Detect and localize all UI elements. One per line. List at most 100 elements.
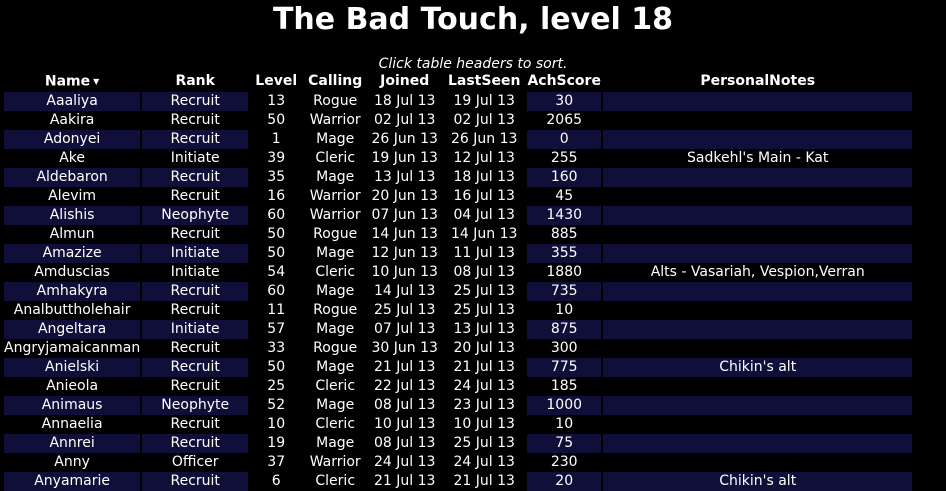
cell-achscore: 300 — [550, 339, 578, 356]
table-body: Aaaliya Recruit 13 Rogue 18 Jul 13 19 Jul 13 3… — [4, 91, 913, 491]
cell-name: Analbuttholehair — [13, 301, 131, 318]
cell-name: Annaelia — [41, 415, 103, 432]
cell-lastseen: 14 Jun 13 — [451, 225, 518, 242]
cell-rank: Recruit — [170, 301, 220, 318]
cell-rank: Neophyte — [142, 395, 249, 415]
table-row: Almun Recruit 50 Rogue 14 Jun 13 14 Jun 13 885 — [4, 225, 912, 244]
cell-achscore: 185 — [550, 377, 578, 394]
cell-joined: 07 Jun 13 — [371, 206, 438, 223]
cell-name: Amhakyra — [4, 281, 141, 301]
cell-personalnotes — [603, 187, 912, 206]
column-header-level[interactable]: Level — [255, 73, 298, 90]
column-header-personalnotes[interactable]: PersonalNotes — [700, 73, 816, 90]
cell-level: 1 — [271, 130, 281, 147]
cell-achscore: 10 — [555, 301, 574, 318]
cell-personalnotes — [603, 301, 912, 320]
cell-level: 35 — [267, 168, 286, 185]
table-row: Ake Initiate 39 Cleric 19 Jun 13 12 Jul 13 255… — [4, 149, 912, 168]
table-row: Angeltara Initiate 57 Mage 07 Jul 13 13 Jul 1… — [4, 319, 913, 339]
cell-personalnotes — [603, 453, 912, 472]
cell-lastseen: 21 Jul 13 — [453, 472, 515, 489]
cell-level: 13 — [267, 92, 286, 109]
table-row: Aakira Recruit 50 Warrior 02 Jul 13 02 Jul 13… — [4, 111, 912, 130]
cell-lastseen: 25 Jul 13 — [453, 282, 515, 299]
cell-joined: 14 Jul 13 — [373, 282, 436, 299]
cell-achscore: 255 — [550, 149, 578, 166]
cell-personalnotes — [603, 205, 913, 225]
cell-calling: Mage — [316, 358, 355, 375]
cell-rank: Officer — [171, 453, 219, 470]
cell-lastseen: 16 Jul 13 — [453, 187, 515, 204]
cell-calling: Mage — [316, 244, 355, 261]
table-row: Amazize Initiate 50 Mage 12 Jun 13 11 Jul 13 3… — [4, 243, 913, 263]
cell-name: Amduscias — [34, 263, 110, 280]
cell-rank: Initiate — [170, 263, 220, 280]
cell-personalnotes — [603, 339, 912, 358]
cell-personalnotes: Alts - Vasariah, Vespion,Verran — [650, 263, 865, 280]
cell-rank: Recruit — [170, 111, 220, 128]
column-header-calling[interactable]: Calling — [308, 73, 363, 90]
cell-joined: 10 Jun 13 — [371, 263, 438, 280]
cell-name: Anieola — [46, 377, 99, 394]
cell-rank: Recruit — [142, 433, 249, 453]
cell-calling: Mage — [316, 168, 355, 185]
cell-achscore: 735 — [527, 281, 602, 301]
table-row: Annrei Recruit 19 Mage 08 Jul 13 25 Jul 13 75 — [4, 433, 913, 453]
cell-level: 52 — [267, 396, 286, 413]
cell-joined: 21 Jul 13 — [373, 472, 436, 489]
cell-joined: 08 Jul 13 — [373, 396, 436, 413]
cell-joined: 14 Jun 13 — [371, 225, 438, 242]
cell-joined: 25 Jul 13 — [373, 301, 436, 318]
cell-lastseen: 02 Jul 13 — [453, 111, 515, 128]
table-row: Adonyei Recruit 1 Mage 26 Jun 13 26 Jun 13 0 — [4, 129, 913, 149]
cell-calling: Cleric — [315, 415, 356, 432]
cell-level: 54 — [267, 263, 286, 280]
page-title: The Bad Touch, level 18 — [272, 2, 674, 37]
cell-lastseen: 23 Jul 13 — [453, 396, 515, 413]
cell-lastseen: 10 Jul 13 — [453, 415, 515, 432]
guild-roster-table: Name ▼ Rank Level Calling Joined LastSeen… — [2, 72, 914, 491]
cell-personalnotes — [603, 129, 913, 149]
cell-achscore: 20 — [527, 471, 602, 491]
cell-achscore: 355 — [527, 243, 602, 263]
cell-calling: Warrior — [309, 111, 361, 128]
cell-rank: Initiate — [170, 149, 220, 166]
cell-rank: Recruit — [170, 377, 220, 394]
cell-personalnotes — [603, 225, 912, 244]
cell-calling: Rogue — [313, 301, 358, 318]
column-header-name[interactable]: Name ▼ — [4, 72, 140, 92]
column-header-achscore[interactable]: AchScore — [527, 73, 601, 90]
table-row: Anieola Recruit 25 Cleric 22 Jul 13 24 Jul 13… — [4, 377, 912, 396]
cell-level: 10 — [267, 415, 286, 432]
table-row: Anielski Recruit 50 Mage 21 Jul 13 21 Jul 13 7… — [4, 357, 913, 377]
cell-personalnotes — [603, 433, 913, 453]
cell-achscore: 775 — [527, 357, 602, 377]
cell-calling: Mage — [316, 282, 355, 299]
cell-name: Aaaliya — [4, 91, 141, 111]
table-row: Amhakyra Recruit 60 Mage 14 Jul 13 25 Jul 13 7… — [4, 281, 913, 301]
cell-level: 57 — [267, 320, 286, 337]
cell-level: 25 — [267, 377, 286, 394]
cell-name: Angeltara — [4, 319, 141, 339]
cell-calling: Warrior — [309, 187, 361, 204]
cell-rank: Recruit — [142, 129, 249, 149]
cell-joined: 12 Jun 13 — [371, 244, 438, 261]
table-row: Amduscias Initiate 54 Cleric 10 Jun 13 08 Jul… — [4, 263, 912, 282]
cell-name: Adonyei — [4, 129, 141, 149]
cell-rank: Recruit — [142, 167, 249, 187]
cell-name: Alishis — [4, 205, 141, 225]
column-header-rank[interactable]: Rank — [175, 73, 215, 90]
cell-rank: Recruit — [142, 471, 249, 491]
cell-achscore: 1430 — [527, 205, 602, 225]
column-header-lastseen[interactable]: LastSeen — [447, 73, 521, 90]
cell-rank: Recruit — [142, 357, 249, 377]
column-header-joined[interactable]: Joined — [380, 73, 430, 90]
cell-level: 50 — [267, 358, 286, 375]
cell-personalnotes — [603, 281, 913, 301]
cell-achscore: 75 — [527, 433, 602, 453]
cell-level: 50 — [267, 225, 286, 242]
cell-lastseen: 13 Jul 13 — [453, 320, 515, 337]
cell-personalnotes — [603, 319, 913, 339]
cell-lastseen: 20 Jul 13 — [453, 339, 515, 356]
cell-calling: Cleric — [315, 472, 356, 489]
